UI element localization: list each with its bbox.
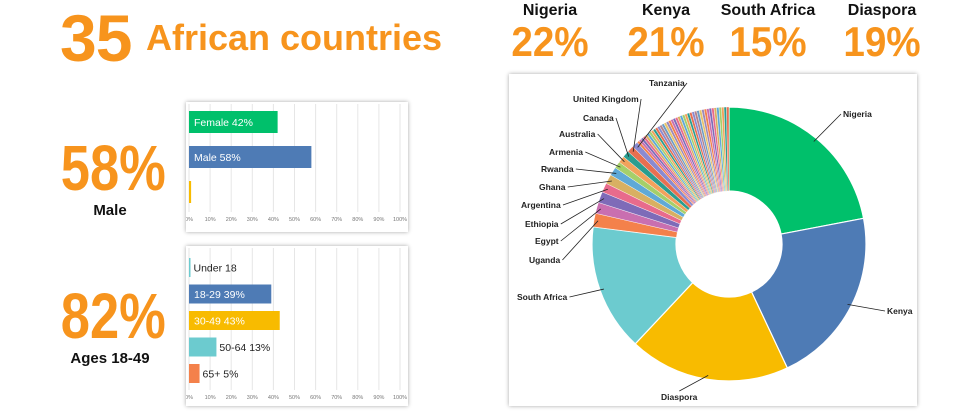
country-count-label: African countries [146, 17, 443, 58]
donut-leader-line [597, 133, 625, 163]
donut-leader-line [847, 303, 886, 312]
donut-leader-line [575, 168, 617, 174]
donut-leader-line [585, 151, 621, 168]
country-stat-kenya: Kenya 21% [618, 0, 714, 65]
bar [189, 364, 200, 383]
country-pct: 21% [627, 18, 705, 65]
age-stat-label: Ages 18-49 [70, 350, 150, 367]
bar-label: 30-49 43% [194, 316, 245, 328]
gender-stat-pct: 58% [60, 132, 166, 204]
donut-leader-line [567, 180, 612, 188]
country-donut-chart-svg: Nigeria Kenya Diaspora South Africa Uganda Eg… [517, 78, 913, 402]
age-bar-chart-svg: 0% 10% 20% 30% 40% 50% 60% 70% 80% 90% 100% Under 1… [185, 248, 407, 401]
bar [189, 311, 280, 330]
donut-leader-line [562, 188, 608, 206]
x-tick-label: 60% [310, 395, 321, 401]
country-donut-chart: Nigeria Kenya Diaspora South Africa Uganda Eg… [509, 74, 917, 406]
donut-leader-line [569, 288, 604, 298]
x-tick-label: 10% [205, 395, 216, 401]
donut-slice-south-africa [591, 226, 694, 345]
x-tick-label: 90% [373, 395, 384, 401]
donut-leader-line [632, 98, 642, 152]
country-name: Kenya [641, 2, 691, 19]
age-stat-pct: 82% [60, 280, 166, 352]
donut-label: Uganda [529, 255, 560, 265]
x-tick-label: 50% [289, 395, 300, 401]
bar [189, 284, 272, 304]
bar [189, 181, 192, 203]
country-stat-nigeria: Nigeria 22% [502, 0, 598, 65]
bar-label: 65+ 5% [203, 369, 239, 381]
donut-label: United Kingdom [573, 94, 639, 104]
donut-label: Argentina [521, 200, 561, 210]
donut-slice [726, 106, 730, 192]
x-tick-label: 20% [226, 217, 237, 223]
x-tick-label: 30% [247, 395, 258, 401]
x-tick-label: 90% [373, 217, 384, 223]
x-tick-label: 70% [331, 395, 342, 401]
donut-slice-nigeria [728, 106, 865, 235]
gender-bar-chart: 0% 10% 20% 30% 40% 50% 60% 70% 80% 90% 100% Female … [185, 102, 408, 232]
x-tick-label: 100% [393, 217, 407, 223]
x-tick-label: 40% [268, 217, 279, 223]
bar-label: 50-64 13% [219, 342, 270, 354]
donut-slice-kenya [750, 217, 867, 369]
country-name: Nigeria [522, 2, 578, 19]
donut-label: Armenia [549, 147, 583, 157]
bar-label: Female 42% [194, 117, 253, 129]
country-name: South Africa [720, 2, 816, 19]
donut-label: Ethiopia [525, 219, 559, 229]
x-tick-label: 10% [205, 217, 216, 223]
gender-stat-label: Male [93, 202, 127, 219]
bar-label: Under 18 [194, 263, 237, 275]
donut-leader-line [813, 113, 842, 142]
donut-leader-line [560, 208, 601, 242]
x-tick-label: 40% [268, 395, 279, 401]
x-tick-label: 50% [289, 217, 300, 223]
donut-label: Tanzania [649, 78, 685, 88]
x-tick-label: 30% [247, 217, 258, 223]
bar-label: 18-29 39% [194, 289, 245, 301]
bar [189, 146, 312, 168]
country-pct: 22% [511, 18, 589, 65]
donut-label: Australia [559, 129, 596, 139]
donut-label: Egypt [535, 236, 559, 246]
x-tick-label: 0% [186, 395, 193, 401]
x-tick-label: 0% [186, 217, 193, 223]
donut-leader-line [637, 82, 688, 148]
donut-slice-diaspora [634, 281, 789, 382]
x-tick-label: 80% [352, 395, 363, 401]
x-tick-label: 80% [352, 217, 363, 223]
x-tick-label: 70% [331, 217, 342, 223]
donut-label: South Africa [517, 292, 567, 302]
x-tick-label: 20% [226, 395, 237, 401]
donut-leader-line [679, 375, 709, 392]
country-count: 35 [60, 1, 132, 75]
bar [189, 337, 217, 357]
donut-leader-line [560, 198, 605, 225]
country-pct: 15% [729, 18, 807, 65]
donut-label: Nigeria [843, 109, 872, 119]
age-bar-chart: 0% 10% 20% 30% 40% 50% 60% 70% 80% 90% 100% Under 1… [185, 246, 408, 406]
donut-label: Canada [583, 113, 614, 123]
country-pct: 19% [843, 18, 921, 65]
donut-label: Kenya [887, 306, 913, 316]
bar-label: Male 58% [194, 152, 241, 164]
donut-label: Diaspora [661, 392, 698, 402]
bar [189, 111, 278, 133]
bar [189, 258, 191, 277]
donut-leader-line [562, 220, 599, 261]
country-stat-south-africa: South Africa 15% [710, 0, 826, 65]
country-name: Diaspora [847, 2, 917, 19]
donut-leader-line [615, 117, 630, 157]
donut-label: Rwanda [541, 164, 574, 174]
x-tick-label: 60% [310, 217, 321, 223]
donut-label: Ghana [539, 182, 566, 192]
country-stat-diaspora: Diaspora 19% [834, 0, 930, 65]
x-tick-label: 100% [393, 395, 407, 401]
gender-bar-chart-svg: 0% 10% 20% 30% 40% 50% 60% 70% 80% 90% 100% Female … [185, 104, 407, 223]
age-stat: 82% Ages 18-49 [50, 282, 170, 368]
gender-stat: 58% Male [50, 134, 170, 220]
